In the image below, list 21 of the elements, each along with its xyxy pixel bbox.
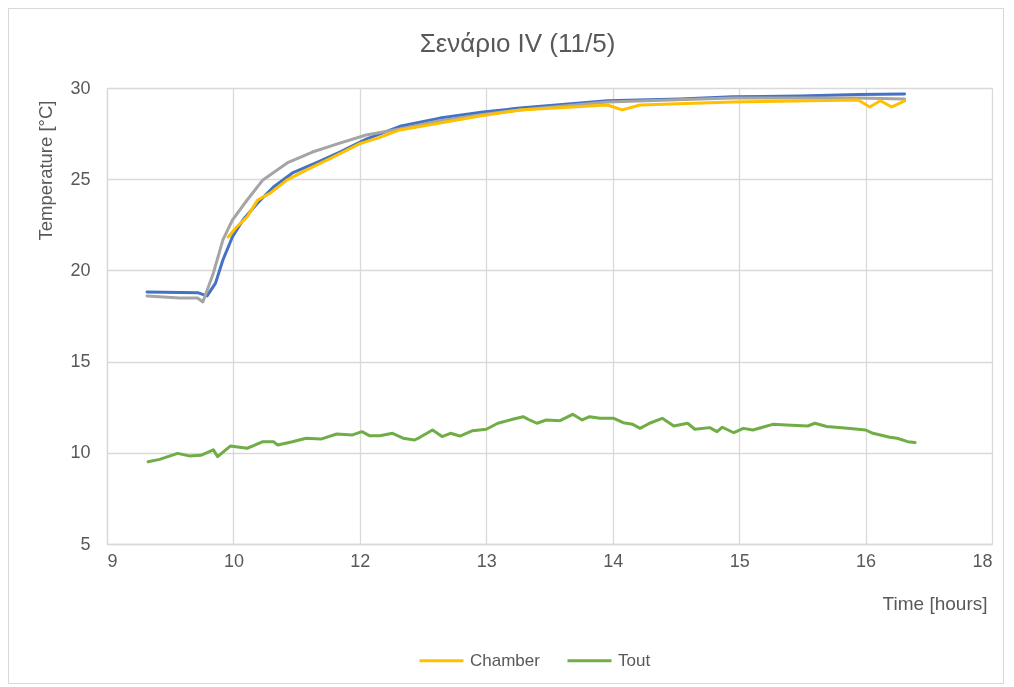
line-series [226, 98, 907, 239]
x-tick-label: 13 [476, 550, 497, 571]
y-tick-label: 10 [70, 442, 91, 463]
y-tick-label: 30 [70, 77, 91, 98]
x-tick-label: 12 [350, 550, 371, 571]
y-tick-label: 20 [70, 259, 91, 280]
legend-label: Chamber [470, 650, 541, 670]
chart-title: Σενάριο IV (11/5) [419, 28, 616, 58]
x-axis-title: Time [hours] [882, 592, 988, 614]
y-axis-title: Temperature [°C] [35, 100, 57, 241]
x-tick-label: 16 [856, 550, 877, 571]
x-tick-label: 18 [972, 550, 993, 571]
x-tick-label: 9 [107, 550, 118, 571]
y-tick-label: 15 [70, 351, 91, 372]
line-series [146, 412, 917, 464]
y-tick-label: 25 [70, 168, 91, 189]
x-tick-label: 10 [223, 550, 244, 571]
x-tick-label: 15 [729, 550, 750, 571]
y-tick-label: 5 [80, 533, 91, 554]
legend-label: Tout [618, 650, 651, 670]
x-tick-label: 14 [603, 550, 624, 571]
